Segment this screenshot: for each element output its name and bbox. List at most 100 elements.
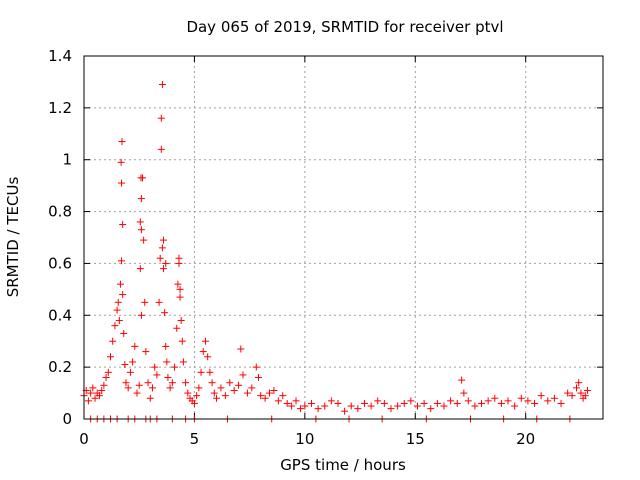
data-point <box>102 374 110 382</box>
data-point <box>511 402 519 410</box>
data-point <box>118 179 126 187</box>
data-point <box>100 381 108 389</box>
data-point <box>158 81 166 89</box>
data-point <box>163 358 171 366</box>
data-point <box>95 392 103 400</box>
data-point <box>504 397 512 405</box>
data-point <box>126 368 134 376</box>
data-point <box>478 399 486 407</box>
y-tick-label: 0.6 <box>48 254 72 272</box>
data-point <box>400 399 408 407</box>
data-point <box>296 405 304 413</box>
data-point <box>572 384 580 392</box>
y-tick-label: 0.4 <box>48 306 72 324</box>
data-point <box>131 342 139 350</box>
data-point <box>550 394 558 402</box>
data-point <box>136 218 144 226</box>
data-point <box>135 381 143 389</box>
y-tick-label: 1 <box>62 151 72 169</box>
data-point <box>564 389 572 397</box>
data-point <box>91 394 99 402</box>
y-tick-label: 0.2 <box>48 358 72 376</box>
data-point <box>201 337 209 345</box>
data-point <box>433 399 441 407</box>
data-point <box>283 399 291 407</box>
data-point <box>122 379 130 387</box>
data-point <box>157 145 165 153</box>
data-point <box>118 257 126 265</box>
data-point <box>221 392 229 400</box>
data-point <box>387 405 395 413</box>
data-point <box>104 368 112 376</box>
data-point <box>190 399 198 407</box>
data-point <box>440 402 448 410</box>
data-point <box>174 280 182 288</box>
data-point <box>195 384 203 392</box>
data-point <box>184 389 192 397</box>
data-point <box>87 389 95 397</box>
data-point <box>307 399 315 407</box>
data-point <box>581 392 589 400</box>
data-point <box>113 306 121 314</box>
data-point <box>374 397 382 405</box>
data-point <box>119 221 127 229</box>
data-point <box>274 397 282 405</box>
data-point <box>156 254 164 262</box>
data-point <box>84 397 92 405</box>
data-point <box>136 265 144 273</box>
data-point <box>137 195 145 203</box>
data-point <box>171 363 179 371</box>
data-point <box>133 389 141 397</box>
data-point <box>314 405 322 413</box>
data-point <box>137 226 145 234</box>
x-axis-label: GPS time / hours <box>280 456 406 474</box>
data-point <box>321 402 329 410</box>
data-point <box>98 386 106 394</box>
data-point <box>491 394 499 402</box>
data-point <box>199 348 207 356</box>
data-point <box>266 389 274 397</box>
data-point <box>394 402 402 410</box>
axis-ticks: 0 0.2 0.4 0.6 0.8 1 1.2 1.4 0 5 10 15 20 <box>48 47 603 448</box>
data-point <box>407 397 415 405</box>
data-point <box>151 363 159 371</box>
data-point <box>208 379 216 387</box>
data-point <box>166 384 174 392</box>
y-tick-label: 1.2 <box>48 99 72 117</box>
data-point <box>217 384 225 392</box>
data-point <box>160 265 168 273</box>
x-tick-label: 10 <box>295 430 314 448</box>
data-point <box>179 358 187 366</box>
data-point <box>178 337 186 345</box>
data-point <box>327 397 335 405</box>
data-point <box>160 236 168 244</box>
data-point <box>175 254 183 262</box>
data-point <box>137 311 145 319</box>
data-point <box>153 371 161 379</box>
x-tick-label: 0 <box>79 430 89 448</box>
data-point <box>557 399 565 407</box>
data-point <box>577 389 585 397</box>
data-point <box>288 402 296 410</box>
data-point <box>531 399 539 407</box>
data-point <box>360 399 368 407</box>
data-point <box>460 389 468 397</box>
data-point <box>235 381 243 389</box>
data-point <box>162 259 170 267</box>
data-point <box>114 298 122 306</box>
data-point <box>237 345 245 353</box>
data-point <box>141 298 149 306</box>
data-point <box>537 392 545 400</box>
data-point <box>341 407 349 415</box>
data-point <box>182 379 190 387</box>
data-point <box>119 291 127 299</box>
data-point <box>109 337 117 345</box>
data-point <box>206 368 214 376</box>
data-point <box>575 379 583 387</box>
data-point <box>252 363 260 371</box>
data-point <box>204 353 212 361</box>
data-point <box>129 358 137 366</box>
data-point <box>124 384 132 392</box>
data-point <box>140 236 148 244</box>
data-point <box>164 374 172 382</box>
